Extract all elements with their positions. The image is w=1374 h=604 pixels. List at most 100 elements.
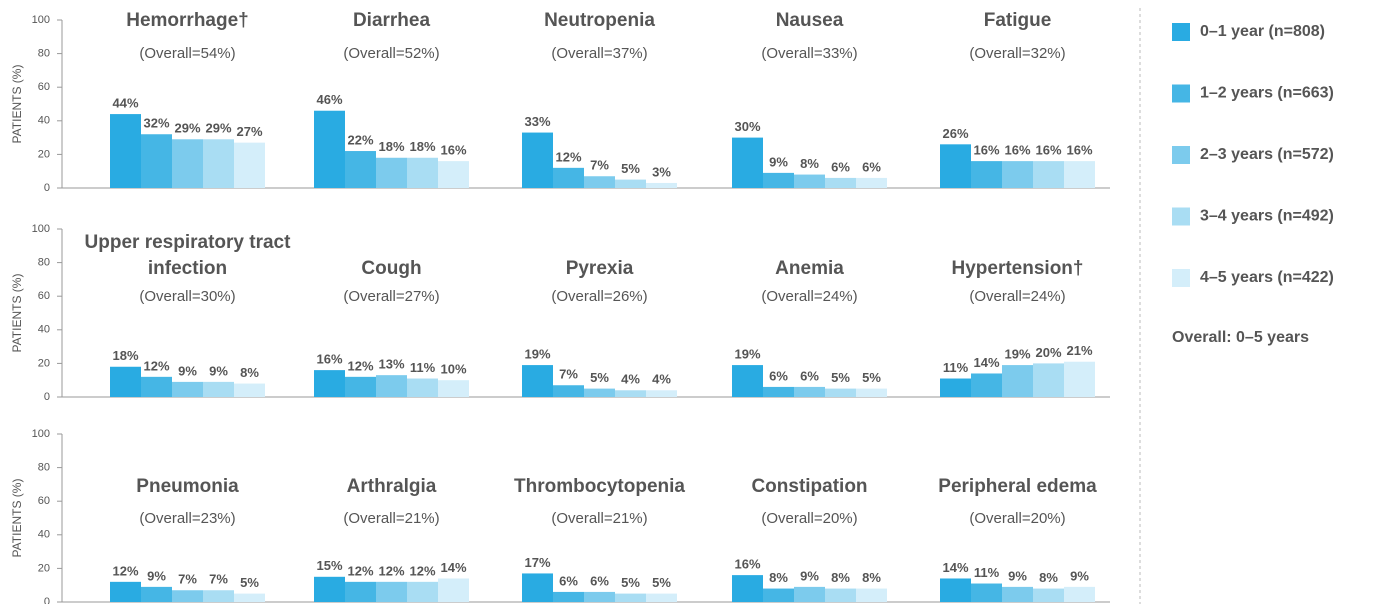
value-label: 17%: [524, 555, 550, 570]
bar: [856, 588, 887, 602]
bar: [1033, 588, 1064, 602]
bar: [110, 366, 141, 397]
value-label: 5%: [621, 575, 640, 590]
bar: [584, 591, 615, 602]
bar: [1033, 363, 1064, 397]
value-label: 4%: [652, 372, 671, 387]
panel-subtitle: (Overall=32%): [969, 45, 1066, 62]
value-label: 30%: [734, 119, 760, 134]
value-label: 5%: [240, 575, 259, 590]
bar: [732, 365, 763, 397]
bar: [438, 380, 469, 397]
panel-title: Upper respiratory tract infection: [84, 232, 291, 279]
bar: [971, 161, 1002, 188]
value-label: 9%: [178, 363, 197, 378]
value-label: 22%: [347, 132, 373, 147]
value-label: 6%: [590, 573, 609, 588]
value-label: 12%: [409, 563, 435, 578]
value-label: 9%: [147, 568, 166, 583]
panel-subtitle: (Overall=20%): [969, 510, 1066, 527]
panel-subtitle: (Overall=26%): [551, 288, 648, 305]
bar: [1002, 161, 1033, 188]
bar: [1064, 586, 1095, 602]
panel-subtitle: (Overall=21%): [343, 510, 440, 527]
panel-subtitle: (Overall=52%): [343, 45, 440, 62]
legend-swatch: [1172, 146, 1190, 164]
bar: [615, 390, 646, 397]
value-label: 5%: [652, 575, 671, 590]
value-label: 8%: [862, 570, 881, 585]
bar: [794, 586, 825, 602]
bar: [234, 142, 265, 188]
value-label: 16%: [316, 352, 342, 367]
value-label: 20%: [1035, 345, 1061, 360]
bar: [856, 388, 887, 397]
value-label: 6%: [559, 573, 578, 588]
bar: [110, 581, 141, 602]
bar: [971, 373, 1002, 397]
value-label: 16%: [440, 143, 466, 158]
bar: [553, 167, 584, 188]
value-label: 11%: [974, 565, 1000, 580]
bar: [763, 386, 794, 397]
value-label: 11%: [943, 360, 969, 375]
legend-label: 2–3 years (n=572): [1200, 146, 1334, 163]
panel-subtitle: (Overall=23%): [139, 510, 236, 527]
panel-subtitle: (Overall=24%): [761, 288, 858, 305]
value-label: 14%: [440, 560, 466, 575]
value-label: 16%: [734, 557, 760, 572]
bar: [615, 179, 646, 188]
bar: [940, 144, 971, 188]
bar: [314, 110, 345, 188]
value-label: 13%: [378, 357, 404, 372]
panel-title: Anemia: [775, 258, 844, 279]
panel-title: Fatigue: [983, 10, 1052, 31]
bar: [763, 588, 794, 602]
legend-swatch: [1172, 23, 1190, 41]
y-axis-label: PATIENTS (%): [10, 479, 24, 558]
value-label: 8%: [769, 570, 788, 585]
bar: [940, 578, 971, 602]
value-label: 12%: [143, 358, 169, 373]
panel-subtitle: (Overall=27%): [343, 288, 440, 305]
panel-subtitle: (Overall=54%): [139, 45, 236, 62]
legend-swatch: [1172, 84, 1190, 103]
value-label: 9%: [1070, 568, 1089, 583]
bar: [732, 137, 763, 188]
value-label: 8%: [800, 156, 819, 171]
value-label: 5%: [862, 370, 881, 385]
bar: [615, 593, 646, 602]
bar: [794, 174, 825, 188]
bar: [825, 588, 856, 602]
legend-swatch: [1172, 207, 1190, 226]
value-label: 12%: [347, 358, 373, 373]
bar: [971, 583, 1002, 602]
panel-title: Neutropenia: [544, 10, 655, 31]
panel-subtitle: (Overall=30%): [139, 288, 236, 305]
panel-subtitle: (Overall=21%): [551, 510, 648, 527]
value-label: 18%: [409, 139, 435, 154]
value-label: 19%: [524, 347, 550, 362]
value-label: 5%: [831, 370, 850, 385]
panel-title: Nausea: [775, 10, 844, 31]
bar: [234, 383, 265, 397]
bar: [234, 593, 265, 602]
bar: [522, 132, 553, 188]
value-label: 5%: [621, 161, 640, 176]
y-axis-label: PATIENTS (%): [10, 65, 24, 144]
bar: [172, 139, 203, 188]
value-label: 11%: [410, 360, 436, 375]
y-tick-label: 40: [38, 115, 50, 127]
bar: [203, 381, 234, 397]
value-label: 18%: [112, 348, 138, 363]
value-label: 33%: [524, 114, 550, 129]
y-tick-label: 0: [44, 391, 50, 403]
bar: [172, 590, 203, 602]
bar: [438, 578, 469, 602]
bar: [553, 591, 584, 602]
y-tick-label: 40: [38, 324, 50, 336]
y-tick-label: 0: [44, 596, 50, 604]
value-label: 16%: [1035, 143, 1061, 158]
panel-title: Cough: [361, 258, 422, 279]
